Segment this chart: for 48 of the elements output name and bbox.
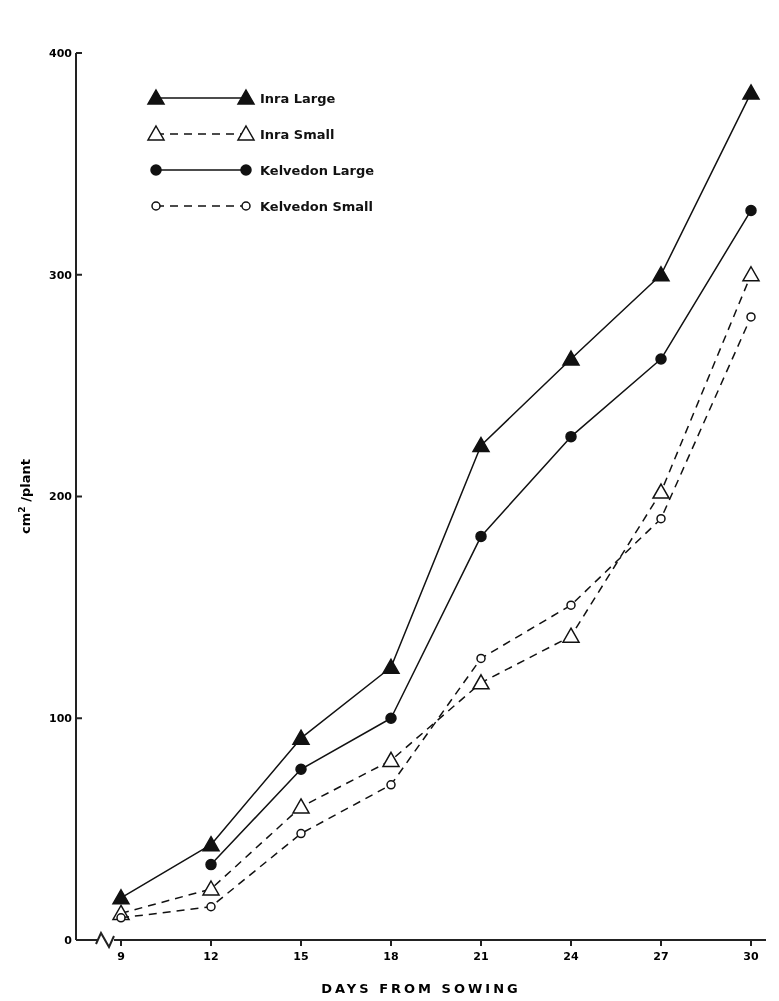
legend-label: Kelvedon Large xyxy=(260,162,375,178)
point xyxy=(292,798,310,814)
point xyxy=(296,828,306,839)
point xyxy=(202,880,220,896)
point xyxy=(472,436,490,453)
legend-label: Kelvedon Small xyxy=(260,198,374,214)
x-tick-label: 12 xyxy=(203,950,219,963)
point xyxy=(385,712,397,724)
point xyxy=(476,653,486,664)
y-tick-label: 0 xyxy=(64,933,73,947)
point xyxy=(382,751,400,768)
point xyxy=(206,901,216,912)
point xyxy=(742,266,760,282)
x-tick-label: 30 xyxy=(743,950,759,963)
point xyxy=(202,835,220,852)
point xyxy=(295,763,307,775)
y-tick-label: 400 xyxy=(49,46,73,60)
point xyxy=(562,350,580,366)
x-tick-label: 9 xyxy=(117,950,125,963)
y-tick-label: 200 xyxy=(49,490,73,504)
point xyxy=(205,858,217,871)
point xyxy=(562,627,580,643)
point xyxy=(116,913,126,923)
point xyxy=(382,658,400,674)
legend-label: Inra Small xyxy=(260,126,335,142)
point xyxy=(652,266,670,282)
point xyxy=(565,430,577,443)
x-tick-label: 24 xyxy=(563,950,579,963)
point xyxy=(472,674,490,690)
legend-label: Inra Large xyxy=(260,90,336,106)
x-tick-label: 27 xyxy=(653,950,669,963)
point xyxy=(386,780,396,790)
y-tick-label: 300 xyxy=(49,268,73,282)
point xyxy=(656,513,666,524)
point xyxy=(742,84,760,100)
x-tick-label: 18 xyxy=(383,950,399,963)
point xyxy=(655,353,667,365)
point xyxy=(566,600,576,610)
point xyxy=(475,530,487,543)
x-tick-label: 15 xyxy=(293,950,309,963)
point xyxy=(745,204,757,217)
point xyxy=(652,483,670,499)
point xyxy=(112,889,130,905)
point xyxy=(746,312,756,322)
x-axis-title: DAYS FROM SOWING xyxy=(321,981,521,996)
y-tick-label: 100 xyxy=(49,712,73,726)
point xyxy=(292,729,310,745)
x-tick-label: 21 xyxy=(473,950,489,963)
